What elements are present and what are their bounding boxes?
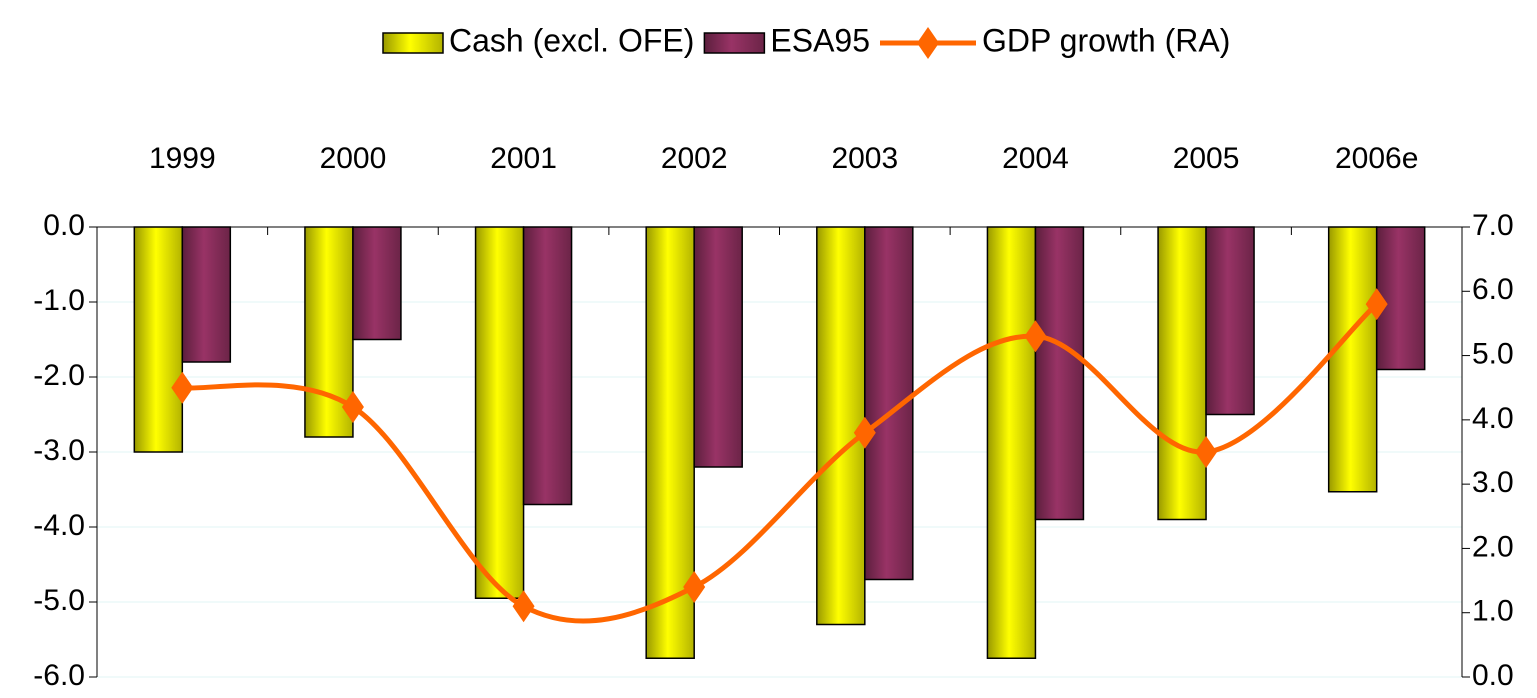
bar — [986, 226, 1037, 659]
y2-tick-label: 7.0 — [1472, 209, 1514, 242]
marker — [1365, 288, 1388, 321]
bar — [181, 226, 232, 363]
legend-label: ESA95 — [770, 22, 870, 58]
legend-swatch — [382, 32, 444, 54]
marker — [853, 416, 876, 449]
y2-tick-label: 6.0 — [1472, 273, 1514, 306]
marker — [1195, 436, 1218, 468]
y-tick-label: 0.0 — [43, 209, 85, 242]
x-tick-label: 1999 — [149, 142, 216, 175]
y-tick-label: -1.0 — [33, 284, 85, 317]
marker — [341, 391, 364, 423]
legend-swatch — [703, 32, 766, 54]
marker — [1024, 320, 1047, 353]
y-tick-label: -6.0 — [33, 659, 85, 692]
legend-marker — [917, 27, 939, 59]
x-tick-label: 2003 — [831, 142, 898, 175]
x-tick-label: 2004 — [1002, 142, 1069, 175]
y2-tick-label: 0.0 — [1472, 659, 1514, 692]
y-tick-label: -4.0 — [33, 509, 85, 542]
bar — [816, 226, 866, 626]
bar — [352, 226, 402, 341]
y-tick-label: -3.0 — [33, 434, 85, 467]
marker — [512, 590, 535, 623]
y-tick-label: -2.0 — [33, 359, 85, 392]
y2-tick-label: 1.0 — [1472, 595, 1514, 628]
x-tick-label: 2002 — [661, 142, 728, 175]
y2-tick-label: 3.0 — [1472, 466, 1514, 499]
y2-tick-label: 2.0 — [1472, 530, 1514, 563]
bar — [1327, 226, 1378, 493]
bar — [1034, 226, 1085, 521]
marker — [683, 571, 706, 603]
x-tick-label: 2000 — [320, 142, 387, 175]
bar — [522, 226, 573, 506]
marker — [171, 371, 194, 404]
bar — [1157, 226, 1207, 521]
x-tick-label: 2001 — [490, 142, 557, 175]
y2-tick-label: 4.0 — [1472, 402, 1514, 435]
x-tick-label: 2005 — [1173, 142, 1240, 175]
line — [182, 302, 1379, 624]
bar — [693, 226, 743, 468]
bar — [133, 226, 184, 453]
bar — [1375, 226, 1426, 371]
y-tick-label: -5.0 — [33, 584, 85, 617]
y2-tick-label: 5.0 — [1472, 337, 1514, 370]
bar — [1205, 226, 1255, 416]
legend-label: GDP growth (RA) — [982, 22, 1230, 58]
bar — [645, 226, 695, 659]
x-tick-label: 2006e — [1335, 142, 1418, 175]
bar — [474, 226, 525, 599]
legend-label: Cash (excl. OFE) — [449, 22, 694, 58]
